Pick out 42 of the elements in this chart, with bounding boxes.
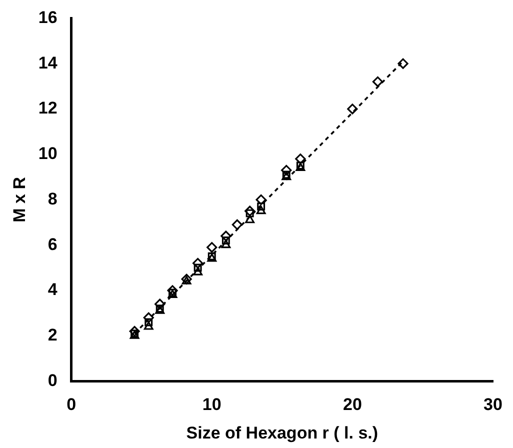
x-tick-label: 0: [66, 395, 76, 414]
point: [246, 209, 254, 218]
y-tick-label: 4: [48, 280, 58, 300]
point: [244, 206, 256, 216]
point: [257, 202, 266, 210]
x-tick-label: 30: [484, 395, 502, 414]
point: [167, 285, 178, 296]
point: [144, 318, 153, 326]
point: [281, 164, 292, 176]
point: [398, 58, 408, 69]
point: [232, 219, 242, 230]
point: [154, 298, 166, 310]
point: [206, 242, 218, 253]
x-tick-label: 20: [342, 395, 362, 414]
point: [129, 326, 140, 337]
y-tick-label: 0: [48, 370, 58, 390]
point: [245, 214, 255, 224]
x-axis-title: Size of Hexagon r ( l. s.): [186, 423, 378, 442]
y-tick-label: 10: [38, 144, 58, 164]
point: [256, 194, 266, 205]
point: [144, 321, 154, 330]
y-tick-label: 16: [38, 8, 58, 27]
point: [222, 236, 230, 245]
x-tick-label: 10: [202, 395, 222, 414]
point: [220, 230, 232, 242]
point: [182, 276, 192, 284]
y-tick-label: 6: [48, 234, 58, 254]
y-tick-label: 2: [48, 326, 58, 345]
y-tick-label: 12: [38, 98, 58, 118]
y-tick-label: 14: [38, 53, 58, 72]
point: [347, 104, 358, 114]
point: [193, 267, 203, 276]
point: [192, 258, 204, 269]
y-axis-title: M x R: [10, 177, 29, 222]
point: [194, 264, 202, 272]
point: [256, 206, 266, 214]
point: [143, 312, 154, 323]
point: [295, 154, 306, 164]
point: [181, 274, 192, 284]
y-tick-label: 8: [48, 189, 58, 208]
point: [221, 240, 231, 248]
point: [372, 76, 384, 88]
